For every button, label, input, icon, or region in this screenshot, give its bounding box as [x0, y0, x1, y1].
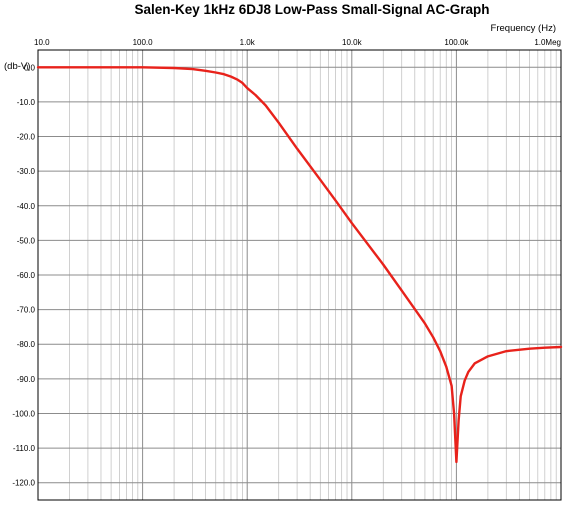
- x-tick-label: 100.0: [133, 38, 154, 47]
- y-tick-label: -20.0: [17, 133, 36, 142]
- y-tick-label: 0.0: [24, 63, 36, 72]
- x-tick-label: 100.0k: [444, 38, 469, 47]
- series-line: [36, 66, 563, 464]
- y-tick-label: -70.0: [17, 306, 36, 315]
- y-tick-label: -10.0: [17, 98, 36, 107]
- x-tick-label: 10.0k: [342, 38, 363, 47]
- y-tick-label: -110.0: [13, 444, 36, 453]
- x-tick-label: 1.0k: [240, 38, 256, 47]
- plot-frame: [37, 49, 562, 501]
- y-tick-label: -100.0: [12, 409, 35, 418]
- y-tick-label: -60.0: [17, 271, 36, 280]
- y-tick-label: -120.0: [12, 479, 35, 488]
- x-axis-label: Frequency (Hz): [491, 23, 556, 34]
- y-tick-label: -90.0: [17, 375, 36, 384]
- y-tick-label: -30.0: [17, 167, 36, 176]
- major-gridlines: [37, 50, 562, 500]
- y-tick-labels: 0.0 -10.0 -20.0 -30.0 -40.0 -50.0 -60.0 -70.0 -8…: [12, 63, 35, 487]
- y-tick-label: -50.0: [17, 236, 36, 245]
- y-tick-label: -80.0: [17, 340, 36, 349]
- x-tick-label: 1.0Meg: [534, 38, 561, 47]
- y-axis-label: (db-V): [4, 61, 30, 72]
- x-tick-labels: 10.0 100.0 1.0k 10.0k 100.0k 1.0Meg: [34, 38, 561, 47]
- x-tick-label: 10.0: [34, 38, 50, 47]
- y-tick-label: -40.0: [17, 202, 36, 211]
- chart-title: Salen-Key 1kHz 6DJ8 Low-Pass Small-Signa…: [134, 2, 489, 17]
